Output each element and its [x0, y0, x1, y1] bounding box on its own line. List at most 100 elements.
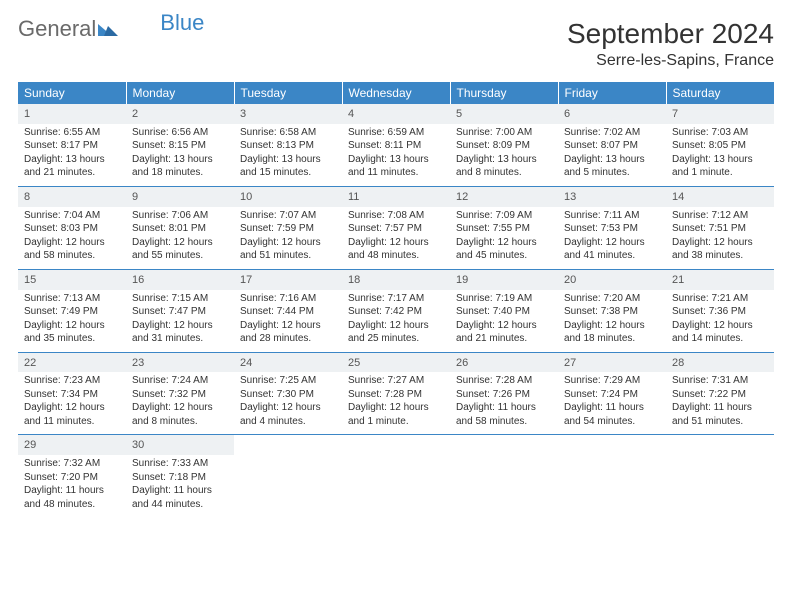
day2-text: and 21 minutes.	[24, 166, 120, 180]
sunrise-text: Sunrise: 7:09 AM	[456, 209, 552, 223]
day-cell: Sunrise: 7:11 AMSunset: 7:53 PMDaylight:…	[558, 207, 666, 270]
day-cell: Sunrise: 7:19 AMSunset: 7:40 PMDaylight:…	[450, 290, 558, 353]
sunset-text: Sunset: 8:15 PM	[132, 139, 228, 153]
sunset-text: Sunset: 7:32 PM	[132, 388, 228, 402]
day1-text: Daylight: 13 hours	[348, 153, 444, 167]
day1-text: Daylight: 11 hours	[564, 401, 660, 415]
day-cell: Sunrise: 7:25 AMSunset: 7:30 PMDaylight:…	[234, 372, 342, 435]
day-number-cell: 27	[558, 353, 666, 373]
day1-text: Daylight: 12 hours	[240, 319, 336, 333]
day1-text: Daylight: 12 hours	[348, 236, 444, 250]
day-cell: Sunrise: 7:03 AMSunset: 8:05 PMDaylight:…	[666, 124, 774, 187]
day2-text: and 35 minutes.	[24, 332, 120, 346]
day2-text: and 45 minutes.	[456, 249, 552, 263]
day-cell: Sunrise: 7:21 AMSunset: 7:36 PMDaylight:…	[666, 290, 774, 353]
day2-text: and 41 minutes.	[564, 249, 660, 263]
day-cell: Sunrise: 7:32 AMSunset: 7:20 PMDaylight:…	[18, 455, 126, 517]
day2-text: and 14 minutes.	[672, 332, 768, 346]
day1-text: Daylight: 13 hours	[24, 153, 120, 167]
sunrise-text: Sunrise: 7:33 AM	[132, 457, 228, 471]
day-cell: Sunrise: 6:59 AMSunset: 8:11 PMDaylight:…	[342, 124, 450, 187]
day-number-cell: 11	[342, 187, 450, 207]
day-cell: Sunrise: 7:31 AMSunset: 7:22 PMDaylight:…	[666, 372, 774, 435]
day1-text: Daylight: 12 hours	[24, 236, 120, 250]
day-cell: Sunrise: 7:27 AMSunset: 7:28 PMDaylight:…	[342, 372, 450, 435]
day1-text: Daylight: 13 hours	[240, 153, 336, 167]
day-number-cell: 15	[18, 270, 126, 290]
day2-text: and 44 minutes.	[132, 498, 228, 512]
sunrise-text: Sunrise: 7:13 AM	[24, 292, 120, 306]
week-content-row: Sunrise: 7:23 AMSunset: 7:34 PMDaylight:…	[18, 372, 774, 435]
sunrise-text: Sunrise: 7:21 AM	[672, 292, 768, 306]
day2-text: and 25 minutes.	[348, 332, 444, 346]
day-cell: Sunrise: 7:07 AMSunset: 7:59 PMDaylight:…	[234, 207, 342, 270]
sunrise-text: Sunrise: 7:00 AM	[456, 126, 552, 140]
day-number-cell: 3	[234, 104, 342, 124]
day-number-cell: 18	[342, 270, 450, 290]
sunset-text: Sunset: 7:38 PM	[564, 305, 660, 319]
day-number-cell: 30	[126, 435, 234, 455]
day1-text: Daylight: 13 hours	[456, 153, 552, 167]
day-number-row: 22232425262728	[18, 353, 774, 373]
day-number-cell: 17	[234, 270, 342, 290]
sunrise-text: Sunrise: 7:24 AM	[132, 374, 228, 388]
calendar-page: General Blue September 2024 Serre-les-Sa…	[0, 0, 792, 517]
day-cell: Sunrise: 7:33 AMSunset: 7:18 PMDaylight:…	[126, 455, 234, 517]
week-content-row: Sunrise: 7:13 AMSunset: 7:49 PMDaylight:…	[18, 290, 774, 353]
day-number-cell: 13	[558, 187, 666, 207]
sunset-text: Sunset: 7:53 PM	[564, 222, 660, 236]
title-location: Serre-les-Sapins, France	[567, 52, 774, 70]
day-cell	[234, 455, 342, 517]
sunrise-text: Sunrise: 7:08 AM	[348, 209, 444, 223]
sunrise-text: Sunrise: 7:25 AM	[240, 374, 336, 388]
day-number-cell: 21	[666, 270, 774, 290]
day-cell: Sunrise: 7:06 AMSunset: 8:01 PMDaylight:…	[126, 207, 234, 270]
day-number-cell: 19	[450, 270, 558, 290]
sunset-text: Sunset: 7:59 PM	[240, 222, 336, 236]
sunset-text: Sunset: 7:26 PM	[456, 388, 552, 402]
day1-text: Daylight: 12 hours	[24, 319, 120, 333]
day1-text: Daylight: 12 hours	[348, 401, 444, 415]
day1-text: Daylight: 11 hours	[132, 484, 228, 498]
day2-text: and 48 minutes.	[348, 249, 444, 263]
day1-text: Daylight: 12 hours	[24, 401, 120, 415]
sunset-text: Sunset: 7:51 PM	[672, 222, 768, 236]
day-number-cell: 9	[126, 187, 234, 207]
sunset-text: Sunset: 7:30 PM	[240, 388, 336, 402]
weekday-header: Saturday	[666, 82, 774, 104]
logo-text-blue: Blue	[160, 12, 204, 34]
weekday-header: Tuesday	[234, 82, 342, 104]
sunset-text: Sunset: 7:24 PM	[564, 388, 660, 402]
sunset-text: Sunset: 7:28 PM	[348, 388, 444, 402]
sunset-text: Sunset: 7:36 PM	[672, 305, 768, 319]
day2-text: and 38 minutes.	[672, 249, 768, 263]
day2-text: and 58 minutes.	[456, 415, 552, 429]
sunset-text: Sunset: 8:17 PM	[24, 139, 120, 153]
sunrise-text: Sunrise: 7:11 AM	[564, 209, 660, 223]
day2-text: and 28 minutes.	[240, 332, 336, 346]
day1-text: Daylight: 12 hours	[672, 319, 768, 333]
day-number-cell: 10	[234, 187, 342, 207]
sunrise-text: Sunrise: 6:58 AM	[240, 126, 336, 140]
day1-text: Daylight: 12 hours	[132, 401, 228, 415]
day1-text: Daylight: 13 hours	[672, 153, 768, 167]
day2-text: and 8 minutes.	[456, 166, 552, 180]
day-cell: Sunrise: 7:12 AMSunset: 7:51 PMDaylight:…	[666, 207, 774, 270]
day2-text: and 51 minutes.	[672, 415, 768, 429]
sunset-text: Sunset: 7:22 PM	[672, 388, 768, 402]
day-number-cell: 22	[18, 353, 126, 373]
weekday-header: Monday	[126, 82, 234, 104]
day-cell	[450, 455, 558, 517]
day-number-cell: 29	[18, 435, 126, 455]
sunset-text: Sunset: 7:49 PM	[24, 305, 120, 319]
calendar-header-row: Sunday Monday Tuesday Wednesday Thursday…	[18, 82, 774, 104]
sunrise-text: Sunrise: 6:59 AM	[348, 126, 444, 140]
sunset-text: Sunset: 8:13 PM	[240, 139, 336, 153]
day-number-cell: 12	[450, 187, 558, 207]
day-number-cell: 7	[666, 104, 774, 124]
day-number-cell	[234, 435, 342, 455]
day-number-cell: 5	[450, 104, 558, 124]
sunrise-text: Sunrise: 7:04 AM	[24, 209, 120, 223]
day1-text: Daylight: 12 hours	[348, 319, 444, 333]
day2-text: and 21 minutes.	[456, 332, 552, 346]
